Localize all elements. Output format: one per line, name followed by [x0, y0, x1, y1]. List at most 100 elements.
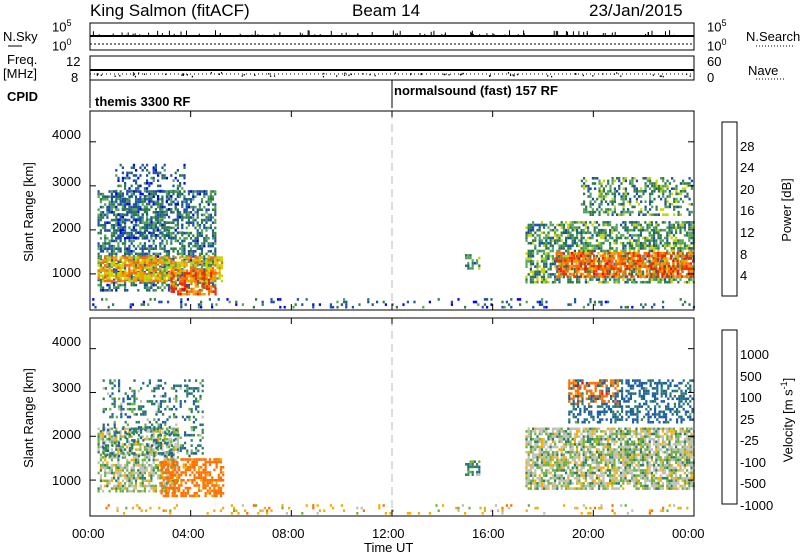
scatter-cell	[120, 229, 122, 232]
scatter-cell	[637, 273, 639, 276]
scatter-cell	[144, 195, 146, 198]
scatter-cell	[619, 268, 621, 271]
scatter-cell	[547, 237, 549, 240]
scatter-cell	[120, 438, 122, 441]
scatter-cell	[655, 278, 657, 281]
scatter-cell	[146, 275, 148, 278]
scatter-cell	[200, 479, 202, 482]
scatter-cell	[181, 245, 183, 248]
scatter-cell	[583, 306, 585, 309]
scatter-cell	[587, 247, 589, 250]
scatter-cell	[111, 435, 113, 438]
scatter-cell	[596, 232, 598, 235]
scatter-cell	[596, 221, 598, 224]
scatter-cell	[619, 270, 621, 273]
scatter-cell	[148, 198, 150, 201]
scatter-cell	[191, 479, 193, 482]
scatter-cell	[201, 247, 203, 250]
scatter-cell	[157, 216, 159, 219]
scatter-cell	[177, 456, 179, 459]
scatter-cell	[133, 208, 135, 211]
scatter-cell	[580, 252, 582, 255]
scatter-cell	[677, 224, 679, 227]
scatter-cell	[208, 267, 210, 270]
scatter-cell	[671, 232, 673, 235]
scatter-cell	[539, 301, 541, 304]
scatter-cell	[208, 283, 210, 286]
scatter-cell	[146, 461, 148, 464]
scatter-cell	[175, 203, 177, 206]
scatter-cell	[668, 242, 670, 245]
scatter-cell	[656, 206, 658, 209]
scatter-cell	[616, 278, 618, 281]
scatter-cell	[541, 298, 543, 301]
scatter-cell	[572, 239, 574, 242]
scatter-region-3	[115, 164, 185, 239]
scatter-cell	[150, 193, 152, 196]
scatter-cell	[161, 219, 163, 222]
scatter-cell	[159, 205, 161, 208]
scatter-cell	[196, 492, 198, 495]
scatter-cell	[671, 187, 673, 190]
scatter-cell	[183, 237, 185, 240]
scatter-cell	[663, 252, 665, 255]
scatter-cell	[636, 180, 638, 183]
scatter-cell	[587, 281, 589, 284]
scatter-cell	[539, 229, 541, 232]
scatter-cell	[194, 469, 196, 472]
scatter-cell	[150, 177, 152, 180]
scatter-cell	[148, 172, 150, 175]
scatter-cell	[629, 234, 631, 237]
scatter-cell	[648, 257, 650, 260]
scatter-cell	[611, 257, 613, 260]
scatter-cell	[197, 242, 199, 245]
scatter-cell	[528, 258, 530, 261]
scatter-cell	[142, 482, 144, 485]
scatter-cell	[177, 192, 179, 195]
scatter-cell	[178, 474, 180, 477]
scatter-cell	[185, 482, 187, 485]
scatter-cell	[197, 256, 199, 259]
scatter-cell	[534, 245, 536, 248]
scatter-cell	[667, 180, 669, 183]
scatter-cell	[651, 245, 653, 248]
scatter-cell	[671, 226, 673, 229]
scatter-cell	[183, 262, 185, 265]
scatter-cell	[214, 269, 216, 272]
scatter-cell	[104, 259, 106, 262]
scatter-cell	[536, 234, 538, 237]
scatter-cell	[168, 237, 170, 240]
scatter-cell	[598, 190, 600, 193]
scatter-cell	[664, 221, 666, 224]
scatter-cell	[190, 275, 192, 278]
scatter-cell	[199, 275, 201, 278]
scatter-cell	[170, 240, 172, 243]
scatter-cell	[585, 208, 587, 211]
scatter-cell	[137, 208, 139, 211]
scatter-cell	[109, 277, 111, 280]
scatter-cell	[150, 472, 152, 475]
scatter-cell	[135, 218, 137, 221]
scatter-cell	[575, 262, 577, 265]
scatter-cell	[657, 224, 659, 227]
scatter-cell	[201, 219, 203, 222]
scatter-cell	[476, 262, 478, 265]
scatter-cell	[590, 200, 592, 203]
scatter-cell	[135, 277, 137, 280]
scatter-cell	[102, 259, 104, 262]
scatter-cell	[172, 221, 174, 224]
scatter-cell	[536, 271, 538, 274]
scatter-cell	[547, 252, 549, 255]
scatter-cell	[680, 298, 682, 301]
scatter-cell	[137, 267, 139, 270]
scatter-cell	[584, 262, 586, 265]
scatter-cell	[168, 284, 170, 287]
scatter-cell	[104, 234, 106, 237]
scatter-cell	[600, 229, 602, 232]
scatter-cell	[100, 267, 102, 270]
scatter-cell	[649, 239, 651, 242]
scatter-cell	[642, 177, 644, 180]
scatter-cell	[124, 286, 126, 289]
scatter-cell	[131, 237, 133, 240]
scatter-cell	[684, 281, 686, 284]
